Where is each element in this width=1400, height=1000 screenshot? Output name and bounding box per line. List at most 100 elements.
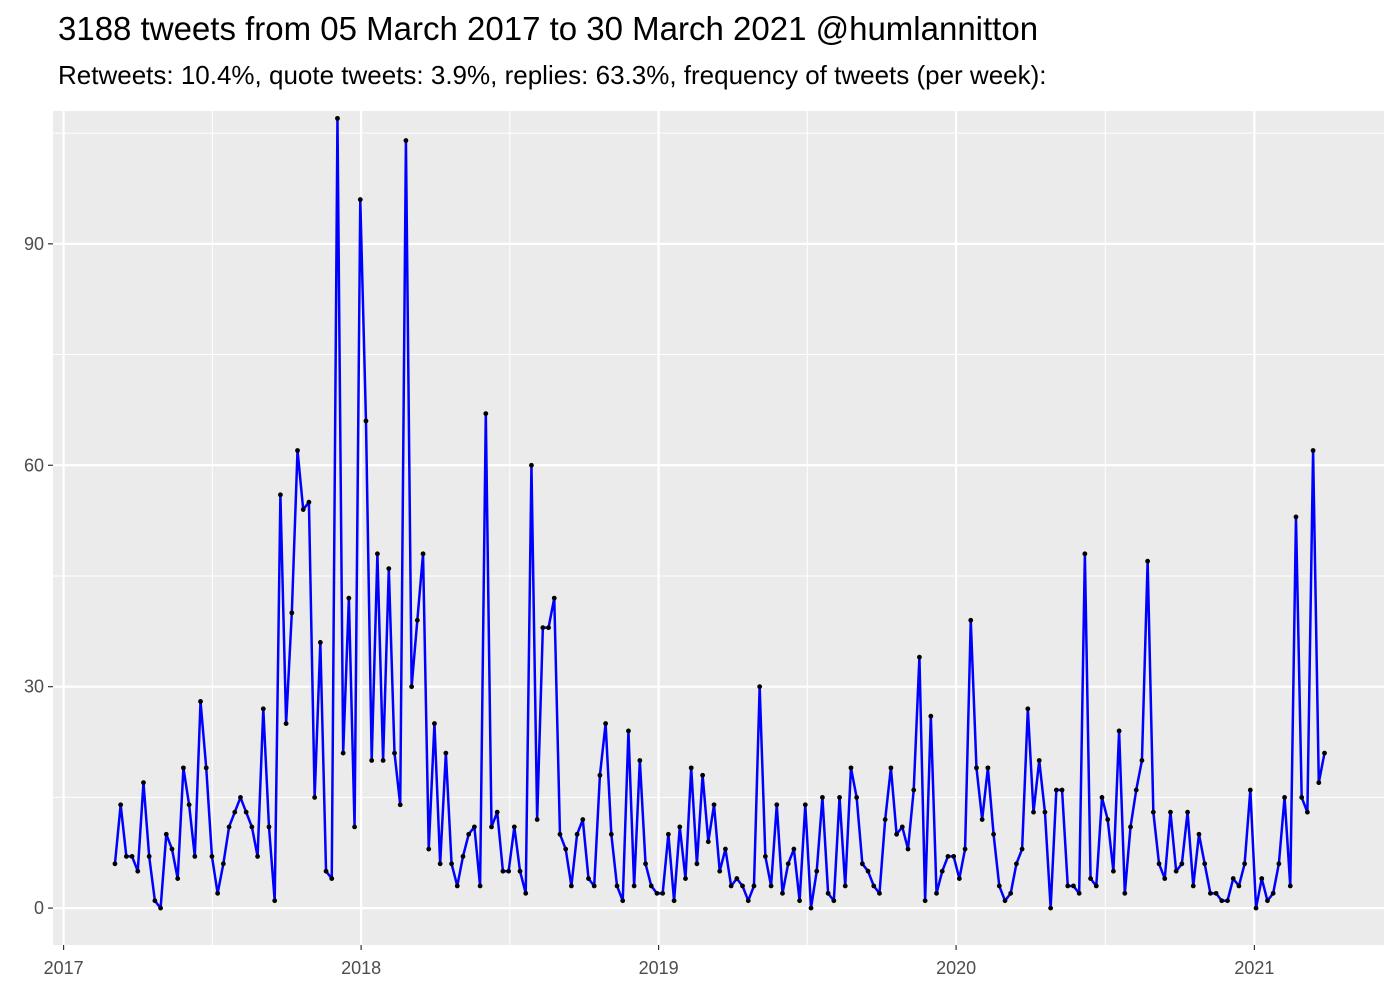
data-point — [1008, 890, 1014, 896]
data-point — [597, 772, 603, 778]
data-point — [859, 861, 865, 867]
data-point — [791, 846, 797, 852]
y-tick-label: 30 — [24, 677, 44, 697]
y-tick-label: 0 — [34, 898, 44, 918]
data-point — [723, 846, 728, 852]
data-point — [1304, 809, 1310, 815]
data-point — [1173, 868, 1179, 874]
data-point — [1088, 876, 1093, 881]
data-point — [734, 876, 740, 881]
data-point — [814, 868, 820, 874]
data-point — [335, 115, 340, 121]
data-point — [352, 824, 357, 830]
data-point — [648, 883, 654, 889]
data-point — [848, 765, 854, 771]
data-point — [962, 846, 968, 852]
data-point — [426, 846, 432, 852]
data-point — [637, 758, 643, 763]
data-point — [1105, 817, 1111, 822]
data-point — [169, 846, 175, 852]
data-point — [757, 684, 763, 690]
data-point — [1014, 861, 1019, 867]
data-point — [985, 765, 991, 771]
data-point — [255, 854, 260, 859]
data-point — [1310, 448, 1316, 453]
data-points — [112, 115, 1327, 911]
data-point — [1042, 809, 1048, 815]
data-point — [1168, 809, 1173, 815]
data-point — [665, 831, 671, 837]
data-point — [192, 854, 198, 859]
data-point — [449, 861, 454, 867]
chart-title: 3188 tweets from 05 March 2017 to 30 Mar… — [58, 10, 1039, 47]
data-point — [135, 868, 141, 874]
data-point — [471, 824, 477, 830]
data-point — [1116, 728, 1122, 734]
data-point — [386, 566, 392, 571]
data-point — [380, 758, 386, 763]
data-point — [226, 824, 232, 830]
data-point — [1276, 861, 1282, 867]
data-point — [1059, 787, 1065, 793]
data-point — [295, 448, 300, 453]
data-point — [1065, 883, 1071, 889]
data-point — [1253, 905, 1259, 911]
data-point — [432, 721, 437, 726]
data-point — [899, 824, 905, 830]
x-tick-label: 2020 — [936, 958, 976, 978]
data-point — [369, 758, 375, 763]
data-point — [643, 861, 648, 867]
data-point — [894, 831, 899, 837]
data-point — [568, 883, 574, 889]
data-point — [591, 883, 597, 889]
data-point — [506, 868, 512, 874]
data-point — [877, 890, 882, 896]
x-tick-label: 2021 — [1234, 958, 1274, 978]
data-point — [317, 640, 323, 645]
data-point — [1196, 831, 1202, 837]
data-point — [420, 551, 426, 557]
data-point — [905, 846, 911, 852]
data-point — [808, 905, 814, 911]
data-point — [820, 794, 825, 800]
data-point — [626, 728, 631, 734]
data-point — [443, 750, 449, 756]
data-point — [534, 817, 540, 822]
data-point — [392, 750, 397, 756]
data-point — [1128, 824, 1133, 830]
data-point — [1202, 861, 1208, 867]
data-point — [802, 802, 808, 808]
data-point — [198, 699, 203, 704]
data-point — [306, 499, 312, 505]
data-point — [1190, 883, 1196, 889]
data-point — [141, 780, 146, 786]
data-point — [660, 890, 666, 896]
data-point — [603, 721, 609, 726]
x-tick-label: 2019 — [639, 958, 679, 978]
plot-panel — [53, 111, 1384, 945]
data-point — [209, 854, 215, 859]
data-point — [951, 854, 957, 859]
data-point — [1076, 890, 1082, 896]
data-point — [694, 861, 700, 867]
data-point — [511, 824, 517, 830]
data-point — [1162, 876, 1168, 881]
data-point — [825, 890, 831, 896]
data-point — [934, 890, 939, 896]
data-point — [357, 197, 363, 202]
data-point — [745, 898, 751, 904]
data-point — [1299, 794, 1305, 800]
data-point — [1082, 551, 1088, 557]
data-point — [152, 898, 158, 904]
data-point — [163, 831, 169, 837]
major-gridlines — [53, 111, 1384, 945]
data-point — [186, 802, 192, 808]
data-point — [608, 831, 614, 837]
data-point — [1287, 883, 1293, 889]
data-point — [854, 794, 860, 800]
y-tick-label: 60 — [24, 455, 44, 475]
data-point — [888, 765, 894, 771]
data-point — [1282, 794, 1287, 800]
data-point — [1265, 898, 1270, 904]
